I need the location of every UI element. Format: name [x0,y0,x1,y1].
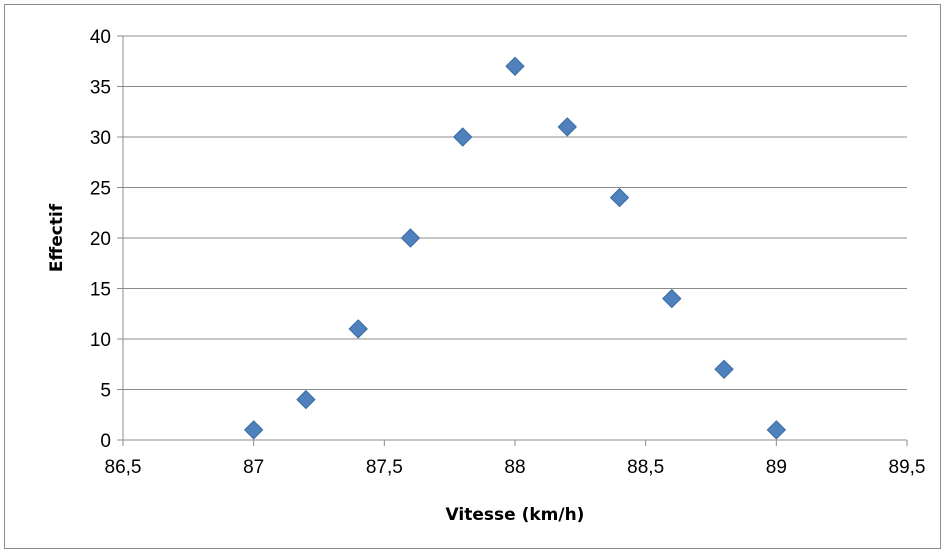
y-tick-label-1: 5 [100,381,111,402]
data-point-0 [243,420,264,440]
data-point-5 [505,56,525,77]
data-point-7 [609,187,630,208]
y-tick-label-3: 15 [90,280,111,301]
x-tick-label-5: 89 [766,457,787,478]
data-points [243,56,787,440]
y-tick-label-2: 10 [90,330,111,351]
y-tick-label-5: 25 [90,179,111,200]
x-tick-label-6: 89,5 [889,457,926,478]
y-tick-label-0: 0 [100,431,111,452]
y-tick-label-7: 35 [90,78,111,99]
chart-frame [4,4,941,549]
x-tick-label-4: 88,5 [627,457,664,478]
axes [117,35,908,446]
x-axis-title: Vitesse (km/h) [446,505,585,525]
data-point-4 [453,127,473,147]
x-tick-label-3: 88 [504,457,525,478]
y-tick-label-8: 40 [90,27,111,48]
y-tick-label-4: 20 [90,229,111,250]
x-tick-label-1: 87 [243,457,264,478]
data-point-6 [557,117,577,137]
y-axis-title: Effectif [47,203,67,272]
x-tick-labels: 86,5 87 87,5 88 88,5 89 89,5 [105,457,926,478]
x-tick-label-2: 87,5 [366,457,403,478]
data-point-8 [662,288,682,309]
data-point-2 [348,319,368,339]
x-tick-label-0: 86,5 [105,457,142,478]
data-point-3 [400,228,421,248]
data-point-9 [714,359,734,380]
gridlines [123,35,907,390]
data-point-1 [296,389,316,410]
data-point-10 [766,420,787,440]
y-tick-labels: 0 5 10 15 20 25 30 35 40 [90,27,111,452]
y-tick-label-6: 30 [90,128,111,149]
